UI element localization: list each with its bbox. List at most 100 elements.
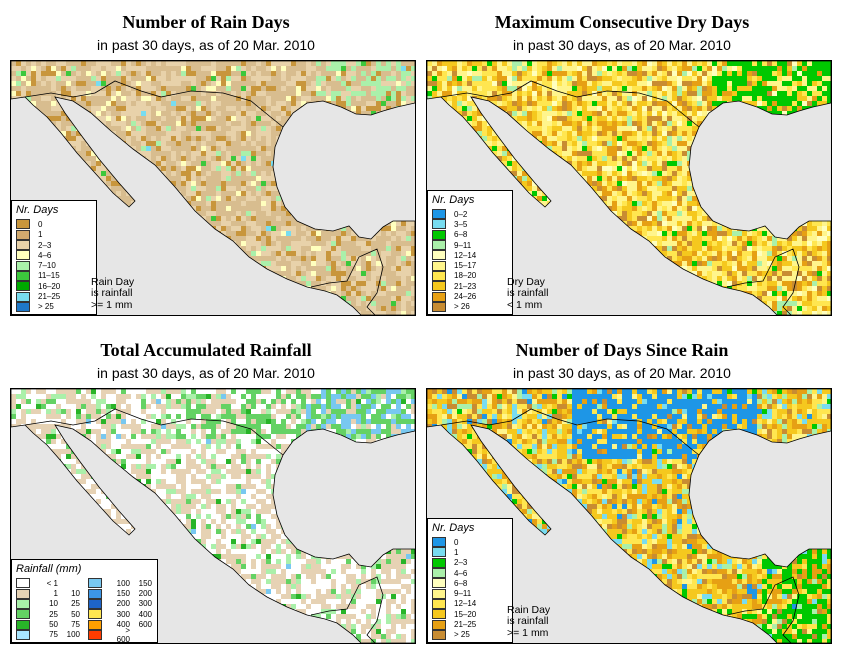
map-cell — [637, 101, 642, 106]
map-cell — [336, 186, 341, 191]
map-cell — [376, 176, 381, 181]
map-cell — [797, 86, 802, 91]
map-cell — [246, 136, 251, 141]
map-cell — [231, 306, 236, 311]
map-cell — [321, 216, 326, 221]
map-cell — [136, 226, 141, 231]
map-cell — [141, 116, 146, 121]
map-cell — [146, 81, 151, 86]
map-cell — [146, 291, 151, 296]
map-cell — [101, 86, 106, 91]
map-cell — [196, 76, 201, 81]
map-cell — [321, 171, 326, 176]
map-cell — [176, 226, 181, 231]
map-cell — [141, 291, 146, 296]
map-cell — [216, 141, 221, 146]
map-cell — [351, 131, 356, 136]
map-cell — [366, 241, 371, 246]
map-cell — [612, 91, 617, 96]
map-cell — [196, 126, 201, 131]
map-cell — [26, 111, 31, 116]
map-cell — [351, 91, 356, 96]
map-cell — [802, 71, 807, 76]
map-cell — [707, 76, 712, 81]
map-cell — [86, 86, 91, 91]
map-cell — [366, 231, 371, 236]
map-cell — [411, 256, 415, 261]
map-cell — [86, 81, 91, 86]
map-cell — [241, 146, 246, 151]
map-cell — [266, 256, 271, 261]
map-cell — [361, 176, 366, 181]
map-cell — [587, 61, 592, 66]
map-cell — [111, 171, 116, 176]
map-cell — [166, 91, 171, 96]
map-cell — [136, 166, 141, 171]
map-cell — [136, 236, 141, 241]
map-cell — [101, 101, 106, 106]
map-cell — [211, 121, 216, 126]
map-cell — [351, 201, 356, 206]
map-cell — [391, 96, 396, 101]
map-cell — [16, 101, 21, 106]
map-cell — [256, 276, 261, 281]
map-cell — [246, 96, 251, 101]
map-cell — [221, 171, 226, 176]
map-cell — [271, 246, 276, 251]
map-cell — [396, 226, 401, 231]
map-cell — [31, 71, 36, 76]
map-cell — [141, 286, 146, 291]
map-cell — [512, 61, 517, 66]
map-cell — [51, 141, 56, 146]
map-cell — [296, 171, 301, 176]
map-cell — [241, 106, 246, 111]
map-cell — [211, 181, 216, 186]
map-cell — [96, 101, 101, 106]
map-cell — [662, 66, 667, 71]
map-cell — [151, 106, 156, 111]
map-cell — [211, 151, 216, 156]
map-cell — [276, 286, 281, 291]
map-cell — [291, 81, 296, 86]
map-cell — [226, 196, 231, 201]
map-cell — [386, 241, 391, 246]
map-cell — [346, 106, 351, 111]
map-cell — [121, 111, 126, 116]
map-cell — [261, 171, 266, 176]
map-cell — [41, 191, 46, 196]
map-cell — [256, 136, 261, 141]
map-cell — [286, 86, 291, 91]
map-cell — [226, 251, 231, 256]
map-cell — [126, 151, 131, 156]
map-cell — [186, 221, 191, 226]
map-cell — [522, 91, 527, 96]
map-cell — [386, 251, 391, 256]
map-cell — [211, 81, 216, 86]
map-cell — [146, 186, 151, 191]
map-cell — [251, 141, 256, 146]
map-cell — [61, 166, 66, 171]
map-cell — [301, 226, 306, 231]
map-cell — [391, 306, 396, 311]
map-cell — [622, 81, 627, 86]
map-cell — [477, 81, 482, 86]
map-cell — [201, 166, 206, 171]
map-cell — [697, 76, 702, 81]
map-cell — [176, 216, 181, 221]
map-cell — [41, 96, 46, 101]
map-cell — [712, 61, 717, 66]
map-cell — [336, 121, 341, 126]
map-cell — [101, 111, 106, 116]
map-cell — [386, 206, 391, 211]
map-cell — [572, 76, 577, 81]
map-cell — [121, 171, 126, 176]
map-cell — [742, 81, 747, 86]
map-cell — [351, 161, 356, 166]
map-cell — [296, 76, 301, 81]
map-cell — [101, 226, 106, 231]
map-cell — [301, 96, 306, 101]
map-cell — [381, 216, 386, 221]
map-cell — [171, 86, 176, 91]
map-cell — [221, 251, 226, 256]
map-cell — [261, 106, 266, 111]
